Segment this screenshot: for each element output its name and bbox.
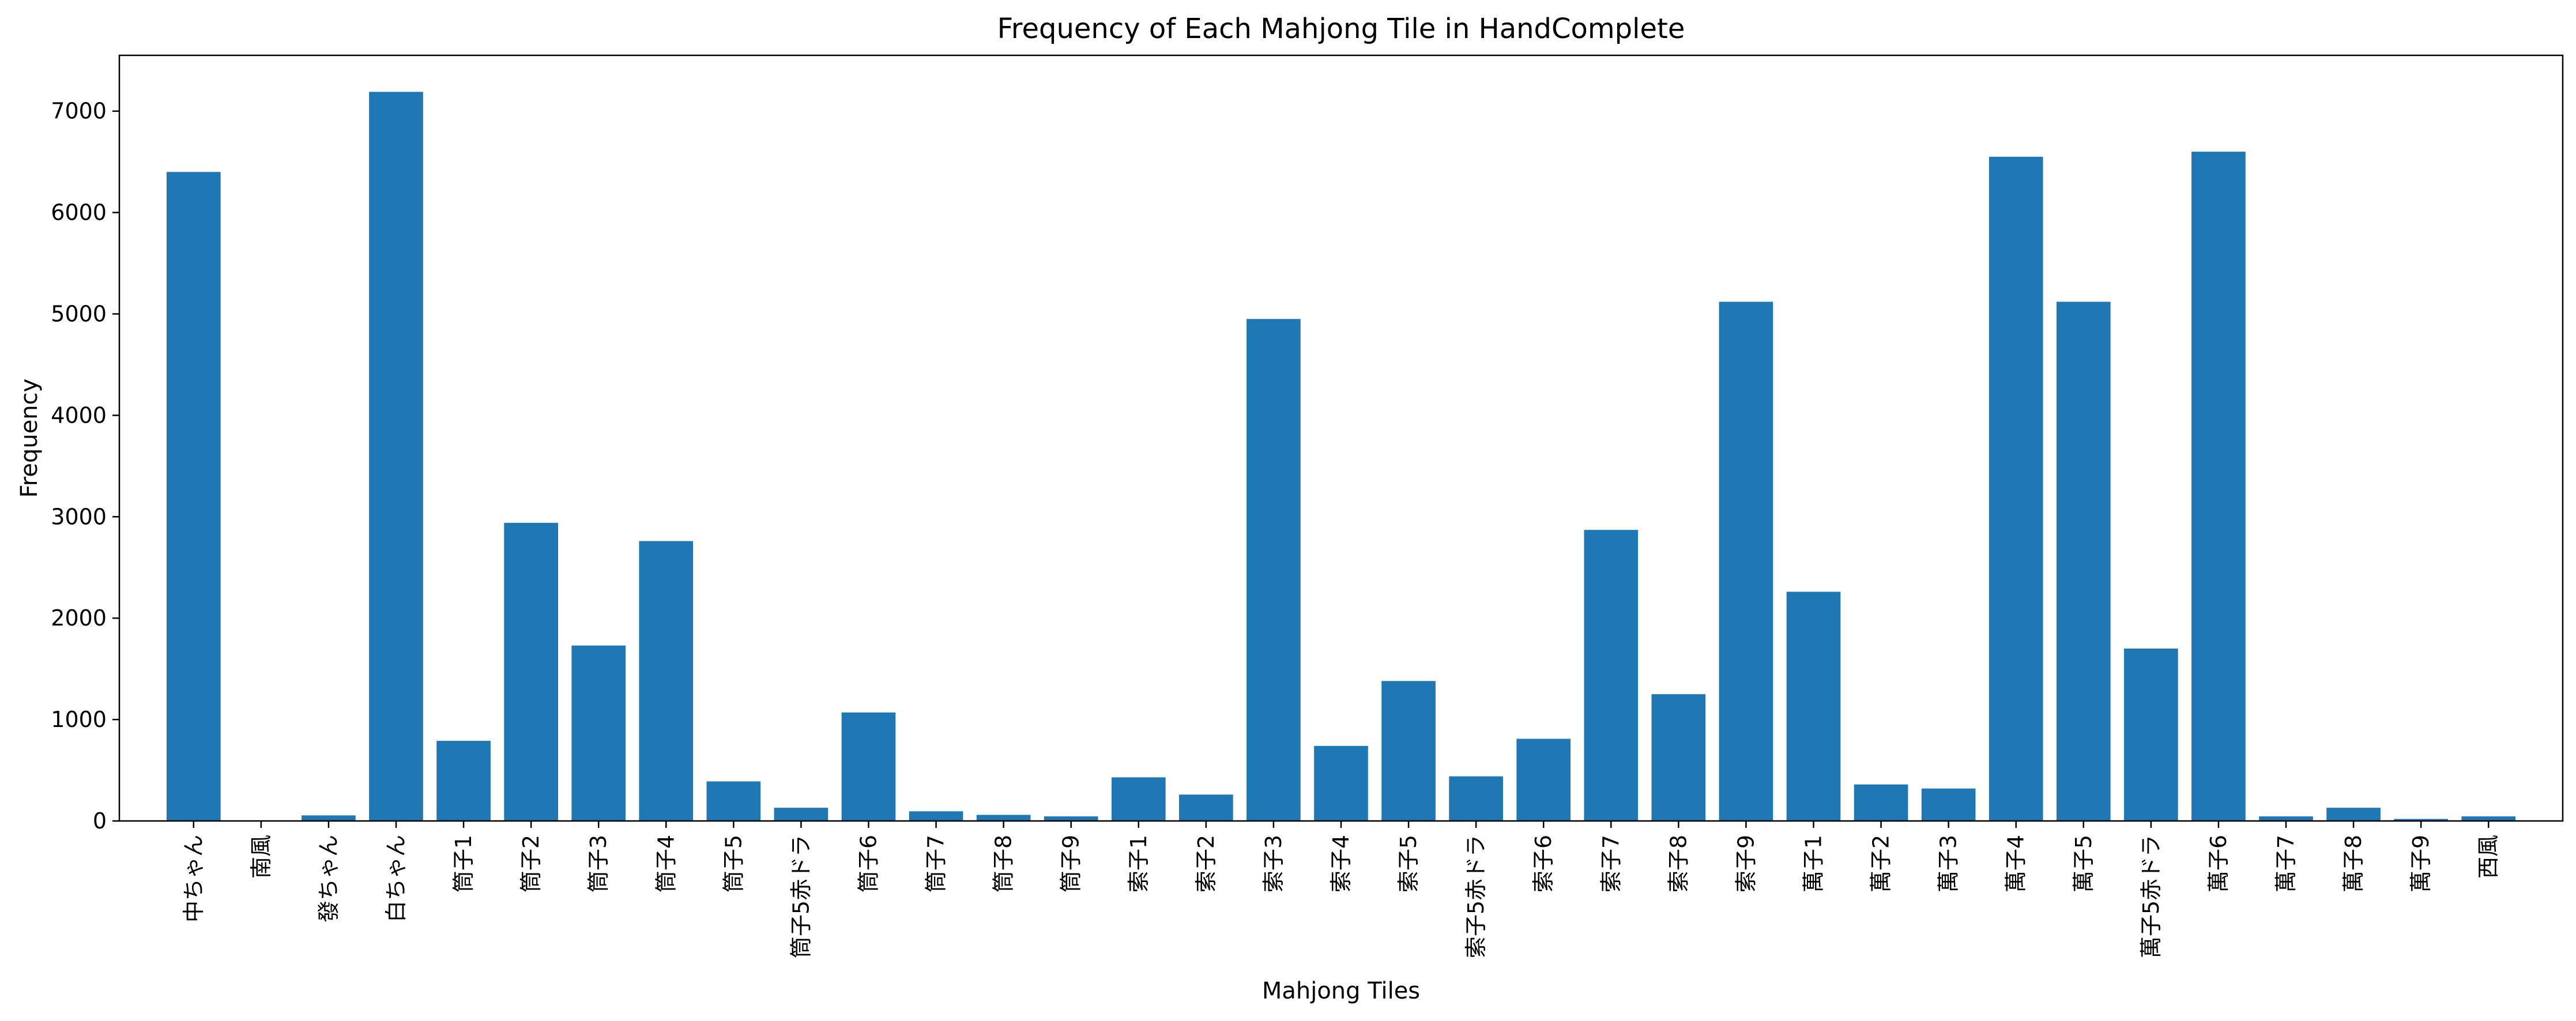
bar-3 bbox=[369, 92, 423, 821]
bar-30 bbox=[2191, 152, 2246, 822]
bar-15 bbox=[1179, 794, 1233, 821]
bar-2 bbox=[302, 815, 356, 821]
bar-12 bbox=[976, 815, 1031, 821]
x-tick-label: 萬子1 bbox=[1801, 835, 1826, 892]
x-tick-label: 筒子2 bbox=[518, 835, 544, 892]
x-tick-label: 發ちゃん bbox=[316, 835, 341, 922]
bar-23 bbox=[1719, 302, 1773, 821]
x-tick-label: 索子9 bbox=[1733, 835, 1758, 892]
bar-33 bbox=[2394, 819, 2448, 821]
x-tick-label: 索子6 bbox=[1531, 835, 1556, 892]
bar-31 bbox=[2259, 816, 2313, 821]
x-tick-label: 筒子6 bbox=[856, 835, 882, 892]
y-tick-label: 4000 bbox=[51, 402, 107, 428]
y-tick-label: 6000 bbox=[51, 200, 107, 225]
y-tick-label: 3000 bbox=[51, 504, 107, 529]
x-tick-label: 南風 bbox=[248, 835, 274, 879]
bar-17 bbox=[1314, 745, 1368, 821]
x-tick-label: 白ちゃん bbox=[383, 835, 409, 922]
x-tick-label: 筒子7 bbox=[924, 835, 949, 892]
bar-21 bbox=[1584, 530, 1639, 821]
bar-19 bbox=[1449, 776, 1503, 821]
x-tick-label: 萬子6 bbox=[2206, 835, 2231, 892]
bar-13 bbox=[1044, 816, 1098, 821]
bar-29 bbox=[2124, 648, 2178, 821]
x-tick-label: 萬子3 bbox=[1936, 835, 1961, 892]
x-tick-label: 索子7 bbox=[1598, 835, 1624, 892]
x-tick-label: 西風 bbox=[2476, 835, 2501, 879]
bars-group bbox=[166, 92, 2516, 822]
bar-7 bbox=[639, 541, 694, 821]
bar-25 bbox=[1854, 784, 1908, 821]
x-tick-label: 筒子8 bbox=[991, 835, 1016, 892]
x-tick-label: 中ちゃん bbox=[181, 835, 206, 922]
x-tick-label: 筒子1 bbox=[451, 835, 476, 892]
x-tick-label: 索子3 bbox=[1261, 835, 1286, 892]
x-tick-label: 索子4 bbox=[1328, 835, 1354, 892]
y-axis: 0 1000 2000 3000 4000 5000 6000 7000 bbox=[51, 99, 119, 834]
x-tick-label: 筒子5 bbox=[721, 835, 746, 892]
bar-0 bbox=[166, 172, 221, 821]
x-axis: 中ちゃん 南風 發ちゃん 白ちゃん 筒子1 筒子2 筒子3 筒子4 筒子5 筒子5赤ドラ 筒子6 筒子… bbox=[181, 821, 2501, 958]
x-tick-label: 萬子5赤ドラ bbox=[2138, 835, 2164, 958]
bar-22 bbox=[1651, 694, 1706, 821]
y-axis-label: Frequency bbox=[16, 379, 43, 498]
x-tick-label: 萬子4 bbox=[2003, 835, 2029, 892]
bar-34 bbox=[2461, 816, 2516, 821]
bar-26 bbox=[1921, 788, 1976, 821]
chart-title: Frequency of Each Mahjong Tile in HandCo… bbox=[997, 13, 1685, 45]
x-axis-label: Mahjong Tiles bbox=[1262, 978, 1420, 1004]
x-tick-label: 索子2 bbox=[1193, 835, 1219, 892]
x-tick-label: 萬子7 bbox=[2273, 835, 2299, 892]
bar-8 bbox=[706, 781, 761, 821]
x-tick-label: 索子5赤ドラ bbox=[1463, 835, 1489, 958]
y-tick-label: 0 bbox=[93, 808, 107, 834]
x-tick-label: 萬子9 bbox=[2408, 835, 2434, 892]
x-tick-label: 筒子9 bbox=[1059, 835, 1084, 892]
y-tick-label: 7000 bbox=[51, 99, 107, 124]
bar-28 bbox=[2056, 302, 2111, 821]
x-tick-label: 索子1 bbox=[1126, 835, 1151, 892]
x-tick-label: 筒子3 bbox=[586, 835, 611, 892]
bar-5 bbox=[504, 522, 558, 821]
y-tick-label: 2000 bbox=[51, 605, 107, 631]
bar-9 bbox=[774, 808, 828, 821]
bar-24 bbox=[1786, 591, 1841, 821]
bar-4 bbox=[436, 741, 491, 821]
x-tick-label: 萬子5 bbox=[2071, 835, 2096, 892]
bar-18 bbox=[1381, 681, 1436, 821]
y-tick-label: 5000 bbox=[51, 302, 107, 327]
bar-14 bbox=[1111, 777, 1166, 821]
bar-16 bbox=[1246, 319, 1301, 821]
x-tick-label: 萬子2 bbox=[1869, 835, 1894, 892]
bar-6 bbox=[571, 645, 626, 821]
y-tick-label: 1000 bbox=[51, 707, 107, 732]
bar-11 bbox=[909, 811, 963, 821]
x-tick-label: 筒子5赤ドラ bbox=[788, 835, 814, 958]
bar-32 bbox=[2326, 808, 2381, 821]
x-tick-label: 筒子4 bbox=[653, 835, 679, 892]
x-tick-label: 索子5 bbox=[1396, 835, 1421, 892]
x-tick-label: 萬子8 bbox=[2341, 835, 2366, 892]
bar-20 bbox=[1516, 739, 1571, 821]
bar-10 bbox=[841, 712, 896, 821]
x-tick-label: 索子8 bbox=[1666, 835, 1691, 892]
bar-27 bbox=[1989, 156, 2043, 821]
